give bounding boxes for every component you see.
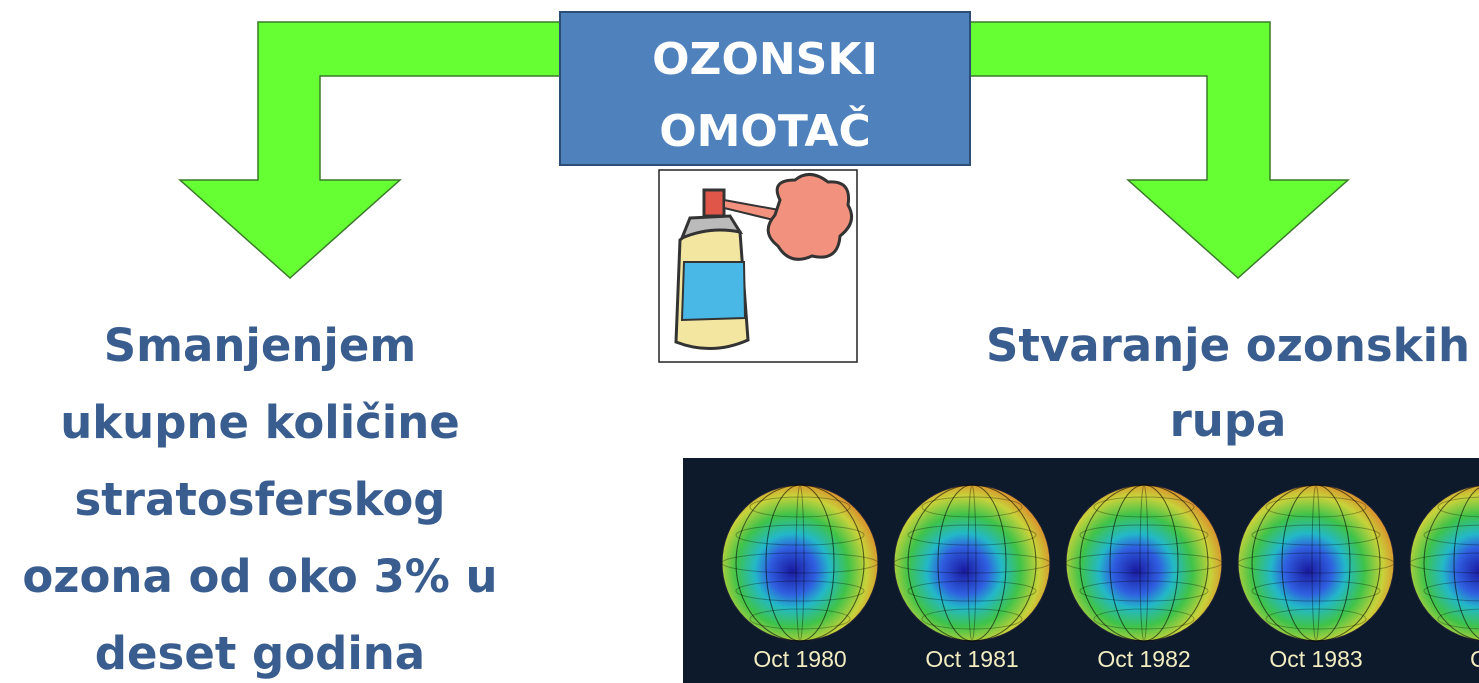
title-box xyxy=(559,11,971,166)
globe-grid xyxy=(765,484,835,642)
globe-grid xyxy=(749,496,851,518)
globe-grid xyxy=(1251,524,1381,546)
globe-label: Oct xyxy=(1470,646,1479,672)
globe-grid xyxy=(907,580,1037,602)
globe-grid xyxy=(1079,580,1209,602)
globe-grid xyxy=(1265,608,1367,630)
globe-grid xyxy=(735,484,865,642)
globe-grid xyxy=(907,484,1037,642)
globe-grid xyxy=(1453,487,1479,639)
globe-grid xyxy=(735,580,865,602)
globe-grid xyxy=(1139,484,1149,642)
globe-label: Oct 1980 xyxy=(753,646,846,672)
globe-grid xyxy=(893,552,1051,574)
globe xyxy=(1409,485,1479,641)
globe-grid xyxy=(1093,496,1195,518)
right-text: Stvaranje ozonskih rupa xyxy=(986,319,1470,447)
globe-grid xyxy=(1423,524,1479,546)
globe-grid xyxy=(765,484,835,642)
globe-grid xyxy=(1281,484,1351,642)
globe-grid xyxy=(1437,608,1479,630)
globe-grid xyxy=(967,484,977,642)
globe-grid xyxy=(921,496,1023,518)
text-line: deset godina xyxy=(95,627,425,680)
globe xyxy=(1237,484,1395,642)
globe-grid xyxy=(1453,487,1479,639)
globe-grid xyxy=(921,608,1023,630)
title-line: OMOTAČ xyxy=(659,104,871,157)
left-text: Smanjenjem ukupne količine stratosferskog o… xyxy=(22,319,497,680)
globe-grid xyxy=(1251,580,1381,602)
globe-grid xyxy=(1079,524,1209,546)
globe-grid xyxy=(735,484,865,642)
text-line: Stvaranje ozonskih xyxy=(986,319,1470,372)
right-arrow xyxy=(969,21,1350,280)
globe-grid xyxy=(1109,484,1179,642)
globe xyxy=(893,484,1051,642)
globe-grid xyxy=(1423,485,1479,641)
globe-grid xyxy=(937,484,1007,642)
globe-grid xyxy=(937,484,1007,642)
text-line: Smanjenjem xyxy=(104,319,417,372)
left-arrow xyxy=(178,21,561,280)
globe-grid xyxy=(907,524,1037,546)
globe xyxy=(1065,484,1223,642)
globe-grid xyxy=(1237,552,1395,574)
globe-grid xyxy=(749,608,851,630)
globes: Oct 1980 Oct 1981 Oct 1982 Oct 1983 Oct xyxy=(721,484,1479,672)
globe xyxy=(721,484,879,642)
globe-grid xyxy=(721,552,879,574)
globe-grid xyxy=(1265,496,1367,518)
globe-label: Oct 1981 xyxy=(925,646,1018,672)
title-line: OZONSKI xyxy=(652,34,878,85)
text-line: ukupne količine xyxy=(60,396,460,449)
globe-grid xyxy=(1079,484,1209,642)
globe-grid xyxy=(1423,580,1479,602)
globe-grid xyxy=(1065,552,1223,574)
globe-grid xyxy=(1437,496,1479,518)
globe-grid xyxy=(1079,484,1209,642)
globe-grid xyxy=(1109,484,1179,642)
globe-grid xyxy=(1093,608,1195,630)
globe-grid xyxy=(795,484,805,642)
globe-label: Oct 1982 xyxy=(1097,646,1190,672)
globe-label: Oct 1983 xyxy=(1269,646,1362,672)
text-line: ozona od oko 3% u xyxy=(22,550,497,603)
globe-grid xyxy=(1251,484,1381,642)
globe-grid xyxy=(735,524,865,546)
text-line: stratosferskog xyxy=(75,473,446,526)
globe-grid xyxy=(1281,484,1351,642)
globe-grid xyxy=(1251,484,1381,642)
globe-grid xyxy=(1409,552,1479,574)
spray-can-image xyxy=(658,169,858,363)
text-line: rupa xyxy=(1170,394,1287,447)
globe-grid xyxy=(907,484,1037,642)
globe-grid xyxy=(1311,484,1321,642)
globe-grid xyxy=(1423,485,1479,641)
